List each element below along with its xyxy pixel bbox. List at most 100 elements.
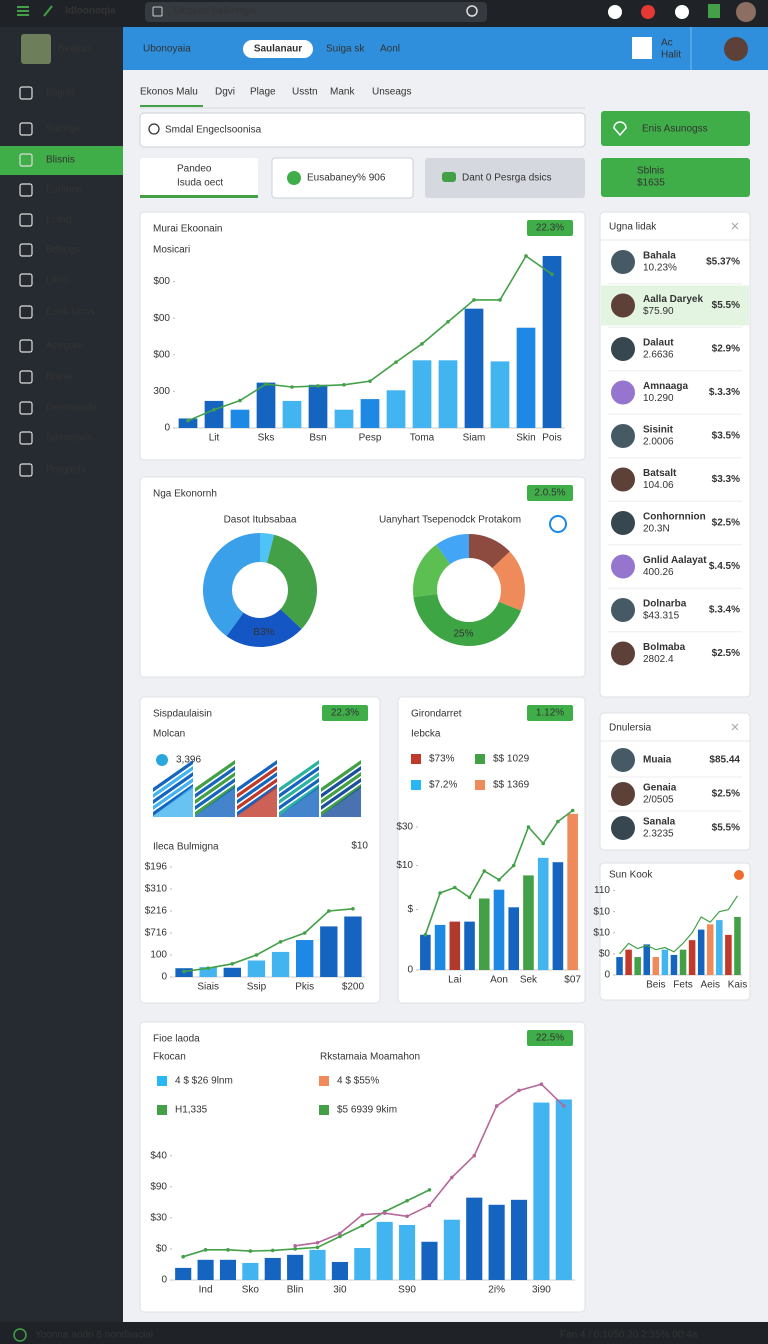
decor-stripe <box>321 766 361 798</box>
flag-icon[interactable] <box>708 4 720 18</box>
header-link[interactable]: Suiga sk <box>326 44 365 55</box>
sidebar-item[interactable]: Acegore <box>46 341 84 352</box>
list-name[interactable]: Muaia <box>643 755 672 766</box>
top-icon[interactable] <box>608 5 622 19</box>
tab[interactable]: Dgvi <box>215 87 235 98</box>
y-tick-label: $00 <box>153 313 170 324</box>
list-detail: 10.23% <box>643 263 677 274</box>
line-point <box>497 878 501 882</box>
sidebar-icon <box>19 463 33 477</box>
search-field[interactable] <box>139 112 586 148</box>
sidebar-item[interactable]: Eanli Uons <box>46 307 94 318</box>
bar <box>296 940 314 977</box>
sidebar-item[interactable]: Bdhogs <box>46 245 80 256</box>
line-point <box>316 384 320 388</box>
list-panel <box>599 712 751 851</box>
bar <box>287 1254 304 1280</box>
badge <box>527 1030 573 1046</box>
line-point <box>226 1248 230 1252</box>
list-name[interactable]: Dalaut <box>643 338 674 349</box>
list-name[interactable]: Conhornnion <box>643 512 706 523</box>
list-name[interactable]: Dolnarba <box>643 599 687 610</box>
header-avatar[interactable] <box>724 37 748 61</box>
sidebar-item[interactable]: Deelmaode <box>46 403 98 414</box>
line-point <box>212 407 216 412</box>
bar <box>438 360 458 428</box>
list-name[interactable]: Gnlid Aalayat <box>643 555 707 566</box>
decor-stripe <box>195 778 235 810</box>
pie-segment <box>413 594 522 647</box>
line-point <box>342 383 346 387</box>
top-search[interactable] <box>145 2 487 22</box>
list-value: $2.5% <box>712 789 740 800</box>
list-detail: 2.3235 <box>643 829 674 840</box>
menu-icon[interactable] <box>17 6 29 16</box>
close-icon[interactable] <box>731 723 739 731</box>
list-name[interactable]: Sisinit <box>643 425 674 436</box>
header-icon[interactable] <box>632 37 652 59</box>
search-icon[interactable] <box>466 5 478 17</box>
list-avatar <box>611 380 635 405</box>
bar <box>670 954 678 975</box>
bar <box>434 924 446 970</box>
action-button-bg[interactable] <box>601 111 750 146</box>
bar <box>488 1204 505 1280</box>
sidebar-item[interactable]: Blisnis <box>46 155 75 166</box>
bar <box>443 1219 460 1280</box>
card[interactable] <box>425 158 585 198</box>
bar <box>542 255 562 428</box>
sidebar-item[interactable]: Enlog <box>46 215 72 226</box>
list-name[interactable]: Sanala <box>643 817 676 828</box>
close-icon[interactable] <box>731 222 739 230</box>
stat-card[interactable] <box>601 158 750 197</box>
top-icon[interactable] <box>675 5 689 19</box>
sidebar-item[interactable]: Bisnie <box>46 372 74 383</box>
line-point <box>182 969 186 974</box>
tab[interactable]: Ekonos Malu <box>140 87 198 98</box>
list-avatar <box>611 782 635 806</box>
sidebar-item[interactable]: Salorge <box>46 124 81 135</box>
sidebar-item[interactable]: Earlinon <box>46 185 83 196</box>
badge <box>527 485 573 501</box>
header-button-bg[interactable] <box>243 40 313 58</box>
legend-label: $$ 1029 <box>493 754 530 765</box>
bar <box>386 390 406 428</box>
card[interactable] <box>271 157 414 199</box>
line-point <box>511 863 516 868</box>
line-point <box>254 953 259 957</box>
avatar[interactable] <box>736 2 756 22</box>
metric-icon <box>156 754 168 766</box>
list-name[interactable]: Genaia <box>643 783 677 794</box>
panel-subtitle: Fkocan <box>153 1052 186 1063</box>
sidebar-item[interactable]: Sdeosisds <box>46 433 92 444</box>
decor-stripe <box>279 772 319 804</box>
card[interactable] <box>140 158 258 198</box>
list-name[interactable]: Aalla Daryek <box>643 294 703 305</box>
bar <box>725 934 732 975</box>
sidebar-item[interactable]: Pregaida <box>46 465 86 476</box>
sidebar-item[interactable]: Blignis <box>46 88 75 99</box>
tab[interactable]: Plage <box>250 87 276 98</box>
sidebar-item[interactable]: Lilnis <box>46 275 69 286</box>
decor-stripe <box>153 760 193 792</box>
x-tick-label: Pkis <box>295 982 314 993</box>
decor-stripe <box>237 760 277 792</box>
bar <box>634 957 641 975</box>
refresh-icon[interactable] <box>549 515 567 533</box>
header-link[interactable]: Aonl <box>380 44 400 55</box>
list-name[interactable]: Amnaaga <box>643 381 688 392</box>
list-detail: 400.26 <box>643 567 674 578</box>
list-name[interactable]: Bahala <box>643 251 676 262</box>
list-name[interactable]: Batsalt <box>643 468 677 479</box>
tab[interactable]: Unseags <box>372 87 411 98</box>
line-point <box>351 907 355 911</box>
line-point <box>570 808 575 813</box>
tab[interactable]: Mank <box>330 87 355 98</box>
bar <box>625 949 632 975</box>
bar <box>331 1261 348 1280</box>
line-point <box>315 1245 320 1250</box>
tab[interactable]: Usstn <box>292 87 318 98</box>
list-detail: 2/0505 <box>643 795 674 806</box>
notification-icon[interactable] <box>641 5 655 19</box>
list-name[interactable]: Bolmaba <box>643 642 686 653</box>
